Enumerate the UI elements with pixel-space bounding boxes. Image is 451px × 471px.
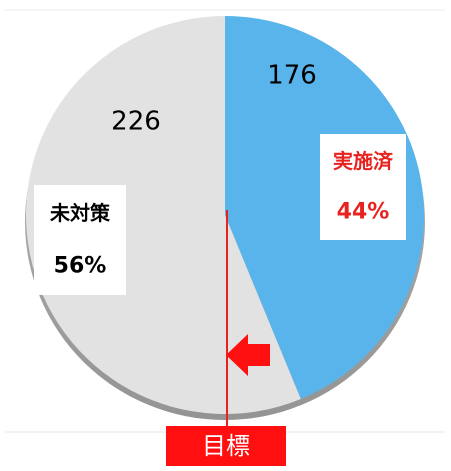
percent-label: 44% (337, 199, 390, 224)
label-box (320, 134, 406, 240)
target-box (166, 426, 286, 466)
value-label: 226 (111, 107, 161, 137)
label-box (34, 185, 126, 295)
value-label: 176 (267, 61, 317, 91)
pie-slice (25, 16, 301, 415)
target-arrow (226, 334, 270, 376)
percent-label: 56% (54, 253, 107, 278)
target-label: 目標 (202, 432, 250, 460)
category-label: 未対策 (50, 201, 111, 225)
category-label: 実施済 (333, 149, 394, 173)
